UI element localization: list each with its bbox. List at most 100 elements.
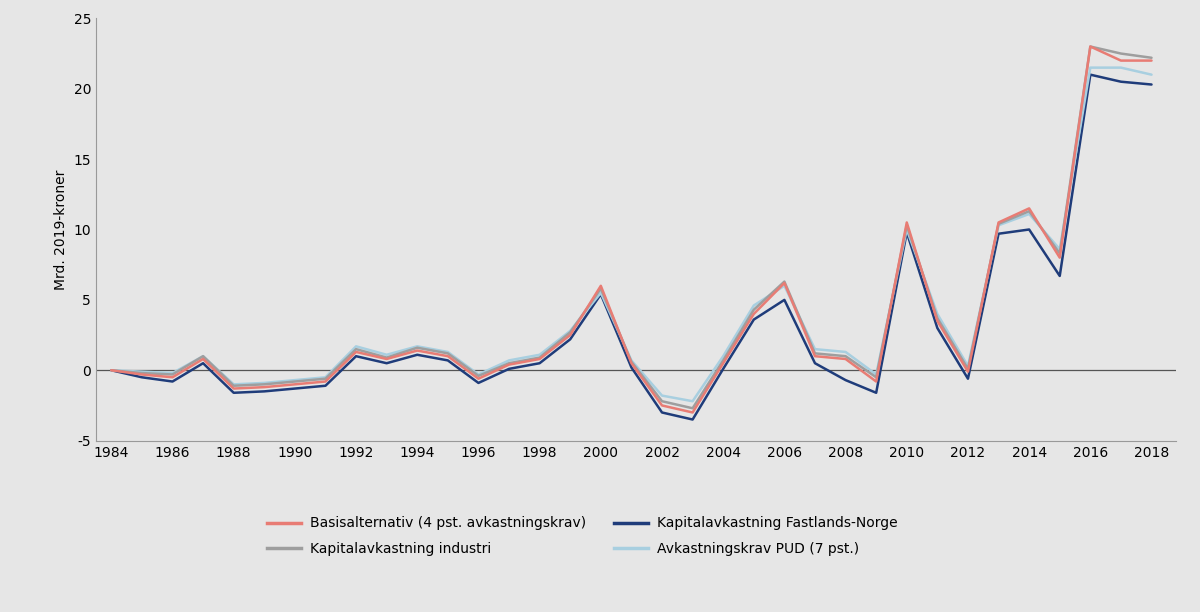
Kapitalavkastning Fastlands-Norge: [869, 389, 883, 397]
Kapitalavkastning industri: [716, 357, 731, 364]
Kapitalavkastning industri: [134, 370, 149, 377]
Basisalternativ (4 pst. avkastningskrav): [440, 353, 455, 360]
Kapitalavkastning Fastlands-Norge: [166, 378, 180, 385]
Basisalternativ (4 pst. avkastningskrav): [839, 356, 853, 363]
Avkastningskrav PUD (7 pst.): [134, 368, 149, 375]
Kapitalavkastning industri: [1052, 250, 1067, 257]
Kapitalavkastning industri: [900, 222, 914, 229]
Avkastningskrav PUD (7 pst.): [900, 226, 914, 233]
Basisalternativ (4 pst. avkastningskrav): [808, 353, 822, 360]
Basisalternativ (4 pst. avkastningskrav): [1084, 43, 1098, 50]
Avkastningskrav PUD (7 pst.): [257, 379, 271, 387]
Basisalternativ (4 pst. avkastningskrav): [991, 218, 1006, 226]
Basisalternativ (4 pst. avkastningskrav): [900, 218, 914, 226]
Kapitalavkastning industri: [257, 381, 271, 388]
Kapitalavkastning industri: [930, 315, 944, 322]
Kapitalavkastning industri: [808, 349, 822, 357]
Basisalternativ (4 pst. avkastningskrav): [134, 371, 149, 378]
Avkastningskrav PUD (7 pst.): [961, 362, 976, 370]
Avkastningskrav PUD (7 pst.): [502, 357, 516, 364]
Basisalternativ (4 pst. avkastningskrav): [472, 375, 486, 382]
Avkastningskrav PUD (7 pst.): [716, 353, 731, 360]
Kapitalavkastning Fastlands-Norge: [288, 385, 302, 392]
Basisalternativ (4 pst. avkastningskrav): [166, 373, 180, 381]
Kapitalavkastning Fastlands-Norge: [778, 296, 792, 304]
Basisalternativ (4 pst. avkastningskrav): [716, 359, 731, 367]
Kapitalavkastning industri: [655, 398, 670, 405]
Avkastningskrav PUD (7 pst.): [349, 343, 364, 350]
Kapitalavkastning Fastlands-Norge: [379, 359, 394, 367]
Kapitalavkastning industri: [502, 359, 516, 367]
Avkastningskrav PUD (7 pst.): [563, 327, 577, 335]
Basisalternativ (4 pst. avkastningskrav): [1022, 204, 1037, 212]
Kapitalavkastning Fastlands-Norge: [1052, 272, 1067, 280]
Avkastningskrav PUD (7 pst.): [104, 367, 119, 374]
Kapitalavkastning industri: [991, 220, 1006, 228]
Kapitalavkastning industri: [410, 344, 425, 351]
Kapitalavkastning industri: [533, 354, 547, 361]
Kapitalavkastning Fastlands-Norge: [655, 409, 670, 416]
Basisalternativ (4 pst. avkastningskrav): [1114, 57, 1128, 64]
Basisalternativ (4 pst. avkastningskrav): [349, 348, 364, 356]
Kapitalavkastning industri: [227, 382, 241, 389]
Avkastningskrav PUD (7 pst.): [379, 351, 394, 359]
Kapitalavkastning industri: [349, 345, 364, 353]
Avkastningskrav PUD (7 pst.): [930, 310, 944, 318]
Avkastningskrav PUD (7 pst.): [1052, 245, 1067, 253]
Avkastningskrav PUD (7 pst.): [533, 351, 547, 359]
Kapitalavkastning industri: [1114, 50, 1128, 57]
Avkastningskrav PUD (7 pst.): [869, 371, 883, 378]
Basisalternativ (4 pst. avkastningskrav): [655, 401, 670, 409]
Basisalternativ (4 pst. avkastningskrav): [1052, 254, 1067, 261]
Basisalternativ (4 pst. avkastningskrav): [318, 378, 332, 385]
Basisalternativ (4 pst. avkastningskrav): [961, 368, 976, 375]
Basisalternativ (4 pst. avkastningskrav): [533, 356, 547, 363]
Basisalternativ (4 pst. avkastningskrav): [104, 367, 119, 374]
Avkastningskrav PUD (7 pst.): [1114, 64, 1128, 71]
Kapitalavkastning Fastlands-Norge: [440, 357, 455, 364]
Line: Kapitalavkastning Fastlands-Norge: Kapitalavkastning Fastlands-Norge: [112, 75, 1152, 420]
Kapitalavkastning industri: [318, 375, 332, 382]
Avkastningskrav PUD (7 pst.): [440, 348, 455, 356]
Kapitalavkastning Fastlands-Norge: [746, 316, 761, 323]
Kapitalavkastning Fastlands-Norge: [716, 365, 731, 373]
Kapitalavkastning Fastlands-Norge: [318, 382, 332, 389]
Kapitalavkastning industri: [379, 354, 394, 361]
Kapitalavkastning Fastlands-Norge: [563, 335, 577, 343]
Kapitalavkastning industri: [869, 373, 883, 381]
Kapitalavkastning Fastlands-Norge: [1145, 81, 1159, 88]
Basisalternativ (4 pst. avkastningskrav): [869, 378, 883, 385]
Y-axis label: Mrd. 2019-kroner: Mrd. 2019-kroner: [54, 170, 68, 289]
Line: Kapitalavkastning industri: Kapitalavkastning industri: [112, 47, 1152, 408]
Kapitalavkastning Fastlands-Norge: [257, 388, 271, 395]
Kapitalavkastning Fastlands-Norge: [594, 291, 608, 298]
Avkastningskrav PUD (7 pst.): [655, 392, 670, 399]
Kapitalavkastning Fastlands-Norge: [624, 364, 638, 371]
Kapitalavkastning industri: [166, 371, 180, 378]
Basisalternativ (4 pst. avkastningskrav): [624, 359, 638, 367]
Avkastningskrav PUD (7 pst.): [839, 348, 853, 356]
Kapitalavkastning industri: [563, 329, 577, 336]
Avkastningskrav PUD (7 pst.): [778, 282, 792, 289]
Basisalternativ (4 pst. avkastningskrav): [502, 361, 516, 368]
Basisalternativ (4 pst. avkastningskrav): [196, 356, 210, 363]
Avkastningskrav PUD (7 pst.): [624, 357, 638, 364]
Kapitalavkastning Fastlands-Norge: [472, 379, 486, 387]
Kapitalavkastning Fastlands-Norge: [410, 351, 425, 359]
Kapitalavkastning Fastlands-Norge: [502, 365, 516, 373]
Kapitalavkastning Fastlands-Norge: [930, 324, 944, 332]
Kapitalavkastning industri: [104, 367, 119, 374]
Avkastningskrav PUD (7 pst.): [1145, 71, 1159, 78]
Line: Basisalternativ (4 pst. avkastningskrav): Basisalternativ (4 pst. avkastningskrav): [112, 47, 1152, 412]
Basisalternativ (4 pst. avkastningskrav): [288, 381, 302, 388]
Kapitalavkastning Fastlands-Norge: [961, 375, 976, 382]
Kapitalavkastning industri: [196, 353, 210, 360]
Avkastningskrav PUD (7 pst.): [1022, 211, 1037, 218]
Kapitalavkastning industri: [288, 378, 302, 385]
Avkastningskrav PUD (7 pst.): [472, 371, 486, 378]
Kapitalavkastning Fastlands-Norge: [839, 376, 853, 384]
Avkastningskrav PUD (7 pst.): [594, 289, 608, 296]
Kapitalavkastning industri: [624, 358, 638, 365]
Kapitalavkastning Fastlands-Norge: [685, 416, 700, 424]
Kapitalavkastning industri: [1084, 43, 1098, 50]
